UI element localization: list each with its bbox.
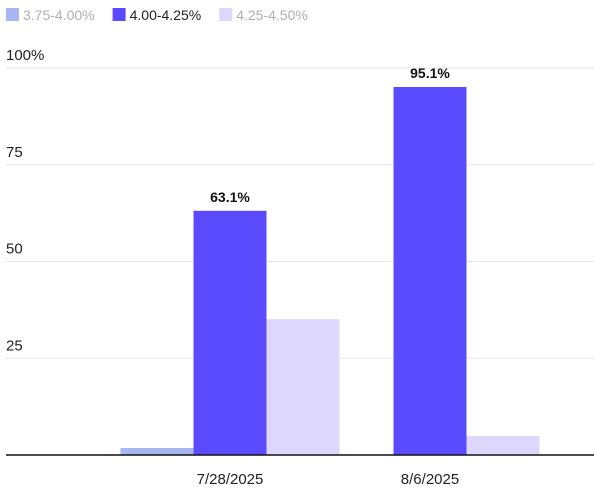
- y-tick-label-3: 100%: [6, 47, 44, 64]
- bar-0-0: [120, 448, 194, 455]
- x-category-label-0: 7/28/2025: [197, 471, 264, 488]
- y-axis-ticks: 25 50 75 100%: [6, 47, 44, 354]
- grid-lines: [6, 67, 594, 359]
- legend-swatch-1[interactable]: [112, 8, 126, 21]
- bar-0-1: [193, 210, 267, 455]
- x-category-label-1: 8/6/2025: [401, 471, 459, 488]
- data-labels: 63.1% 95.1%: [210, 65, 450, 205]
- bar-1-1: [393, 86, 467, 455]
- y-tick-label-0: 25: [6, 337, 23, 354]
- data-label-0: 63.1%: [210, 189, 250, 205]
- legend-label-0[interactable]: 3.75-4.00%: [23, 7, 95, 23]
- legend[interactable]: 3.75-4.00% 4.00-4.25% 4.25-4.50%: [6, 7, 308, 23]
- x-axis-categories: 7/28/2025 8/6/2025: [197, 471, 460, 488]
- y-tick-label-2: 75: [6, 144, 23, 161]
- legend-label-2[interactable]: 4.25-4.50%: [236, 7, 308, 23]
- legend-swatch-0[interactable]: [6, 8, 19, 21]
- bar-1-2: [466, 436, 540, 455]
- bars: [120, 86, 540, 455]
- legend-swatch-2[interactable]: [219, 8, 233, 21]
- bar-0-2: [266, 319, 340, 455]
- data-label-1: 95.1%: [410, 65, 450, 81]
- legend-label-1[interactable]: 4.00-4.25%: [130, 7, 202, 23]
- y-tick-label-1: 50: [6, 241, 23, 258]
